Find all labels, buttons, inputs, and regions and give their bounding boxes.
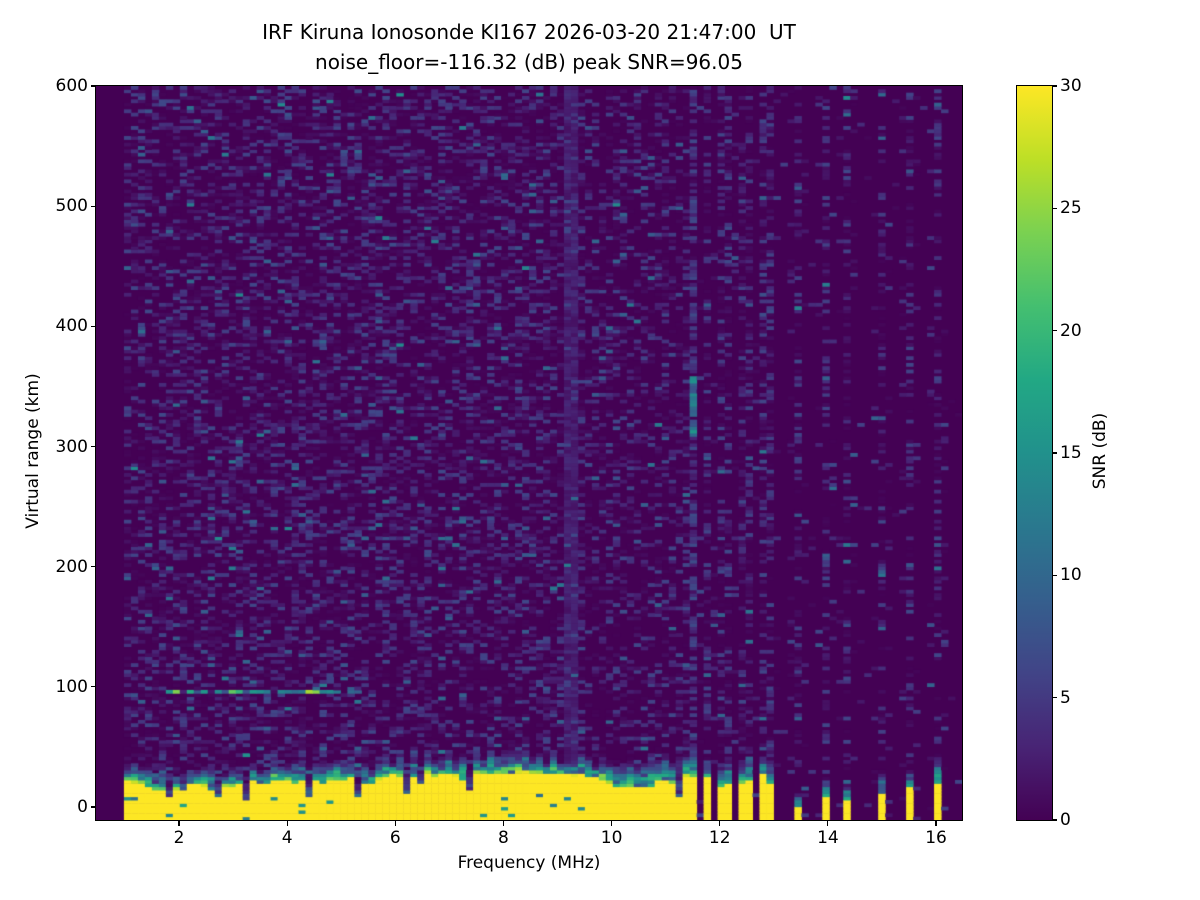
y-tick bbox=[90, 806, 95, 808]
y-tick bbox=[90, 85, 95, 87]
colorbar-tick bbox=[1052, 85, 1057, 87]
x-tick-label: 4 bbox=[281, 828, 293, 848]
colorbar-tick-label: 20 bbox=[1060, 320, 1082, 341]
colorbar-tick-label: 5 bbox=[1060, 687, 1071, 708]
colorbar-tick-label: 10 bbox=[1060, 565, 1082, 586]
colorbar-tick bbox=[1052, 574, 1057, 576]
y-tick bbox=[90, 325, 95, 327]
x-axis-label: Frequency (MHz) bbox=[457, 853, 601, 873]
x-tick bbox=[502, 821, 505, 826]
x-tick bbox=[610, 821, 613, 826]
x-tick-label: 14 bbox=[817, 828, 839, 848]
x-tick bbox=[394, 821, 396, 826]
y-tick-label: 0 bbox=[77, 797, 88, 818]
y-tick-label: 300 bbox=[55, 436, 88, 457]
chart-title-line-1: IRF Kiruna Ionosonde KI167 2026-03-20 21… bbox=[262, 20, 796, 44]
y-tick-label: 200 bbox=[55, 556, 88, 577]
colorbar-tick-label: 15 bbox=[1060, 443, 1082, 463]
y-tick-label: 400 bbox=[55, 316, 88, 337]
x-tick-label: 12 bbox=[708, 828, 731, 848]
colorbar-tick-label: 30 bbox=[1060, 76, 1082, 96]
y-tick bbox=[90, 566, 95, 568]
x-tick-label: 16 bbox=[925, 828, 947, 848]
colorbar-tick bbox=[1052, 330, 1057, 332]
x-tick-label: 10 bbox=[600, 828, 623, 848]
x-tick bbox=[286, 821, 288, 826]
y-tick bbox=[90, 205, 95, 207]
chart-title-line-2: noise_floor=-116.32 (dB) peak SNR=96.05 bbox=[315, 50, 743, 74]
heatmap-canvas bbox=[96, 86, 962, 820]
x-tick bbox=[178, 821, 180, 826]
x-tick-label: 8 bbox=[498, 828, 509, 848]
x-tick bbox=[935, 821, 937, 826]
x-tick-label: 2 bbox=[173, 828, 185, 848]
y-tick bbox=[90, 445, 95, 448]
x-tick-label: 6 bbox=[389, 828, 401, 848]
y-tick-label: 100 bbox=[55, 676, 88, 697]
colorbar-tick bbox=[1052, 207, 1057, 209]
colorbar-tick bbox=[1052, 819, 1057, 821]
colorbar-gradient bbox=[1016, 85, 1052, 820]
colorbar-tick-label: 0 bbox=[1060, 810, 1071, 830]
colorbar-tick bbox=[1052, 697, 1057, 699]
y-tick-label: 500 bbox=[55, 196, 88, 217]
colorbar-tick-label: 25 bbox=[1060, 198, 1082, 219]
x-tick bbox=[719, 821, 721, 826]
y-tick bbox=[90, 686, 95, 688]
colorbar bbox=[1015, 84, 1053, 821]
colorbar-tick bbox=[1052, 452, 1057, 454]
y-tick-label: 600 bbox=[55, 76, 88, 96]
plot-spine bbox=[94, 84, 963, 821]
x-tick bbox=[827, 821, 829, 826]
